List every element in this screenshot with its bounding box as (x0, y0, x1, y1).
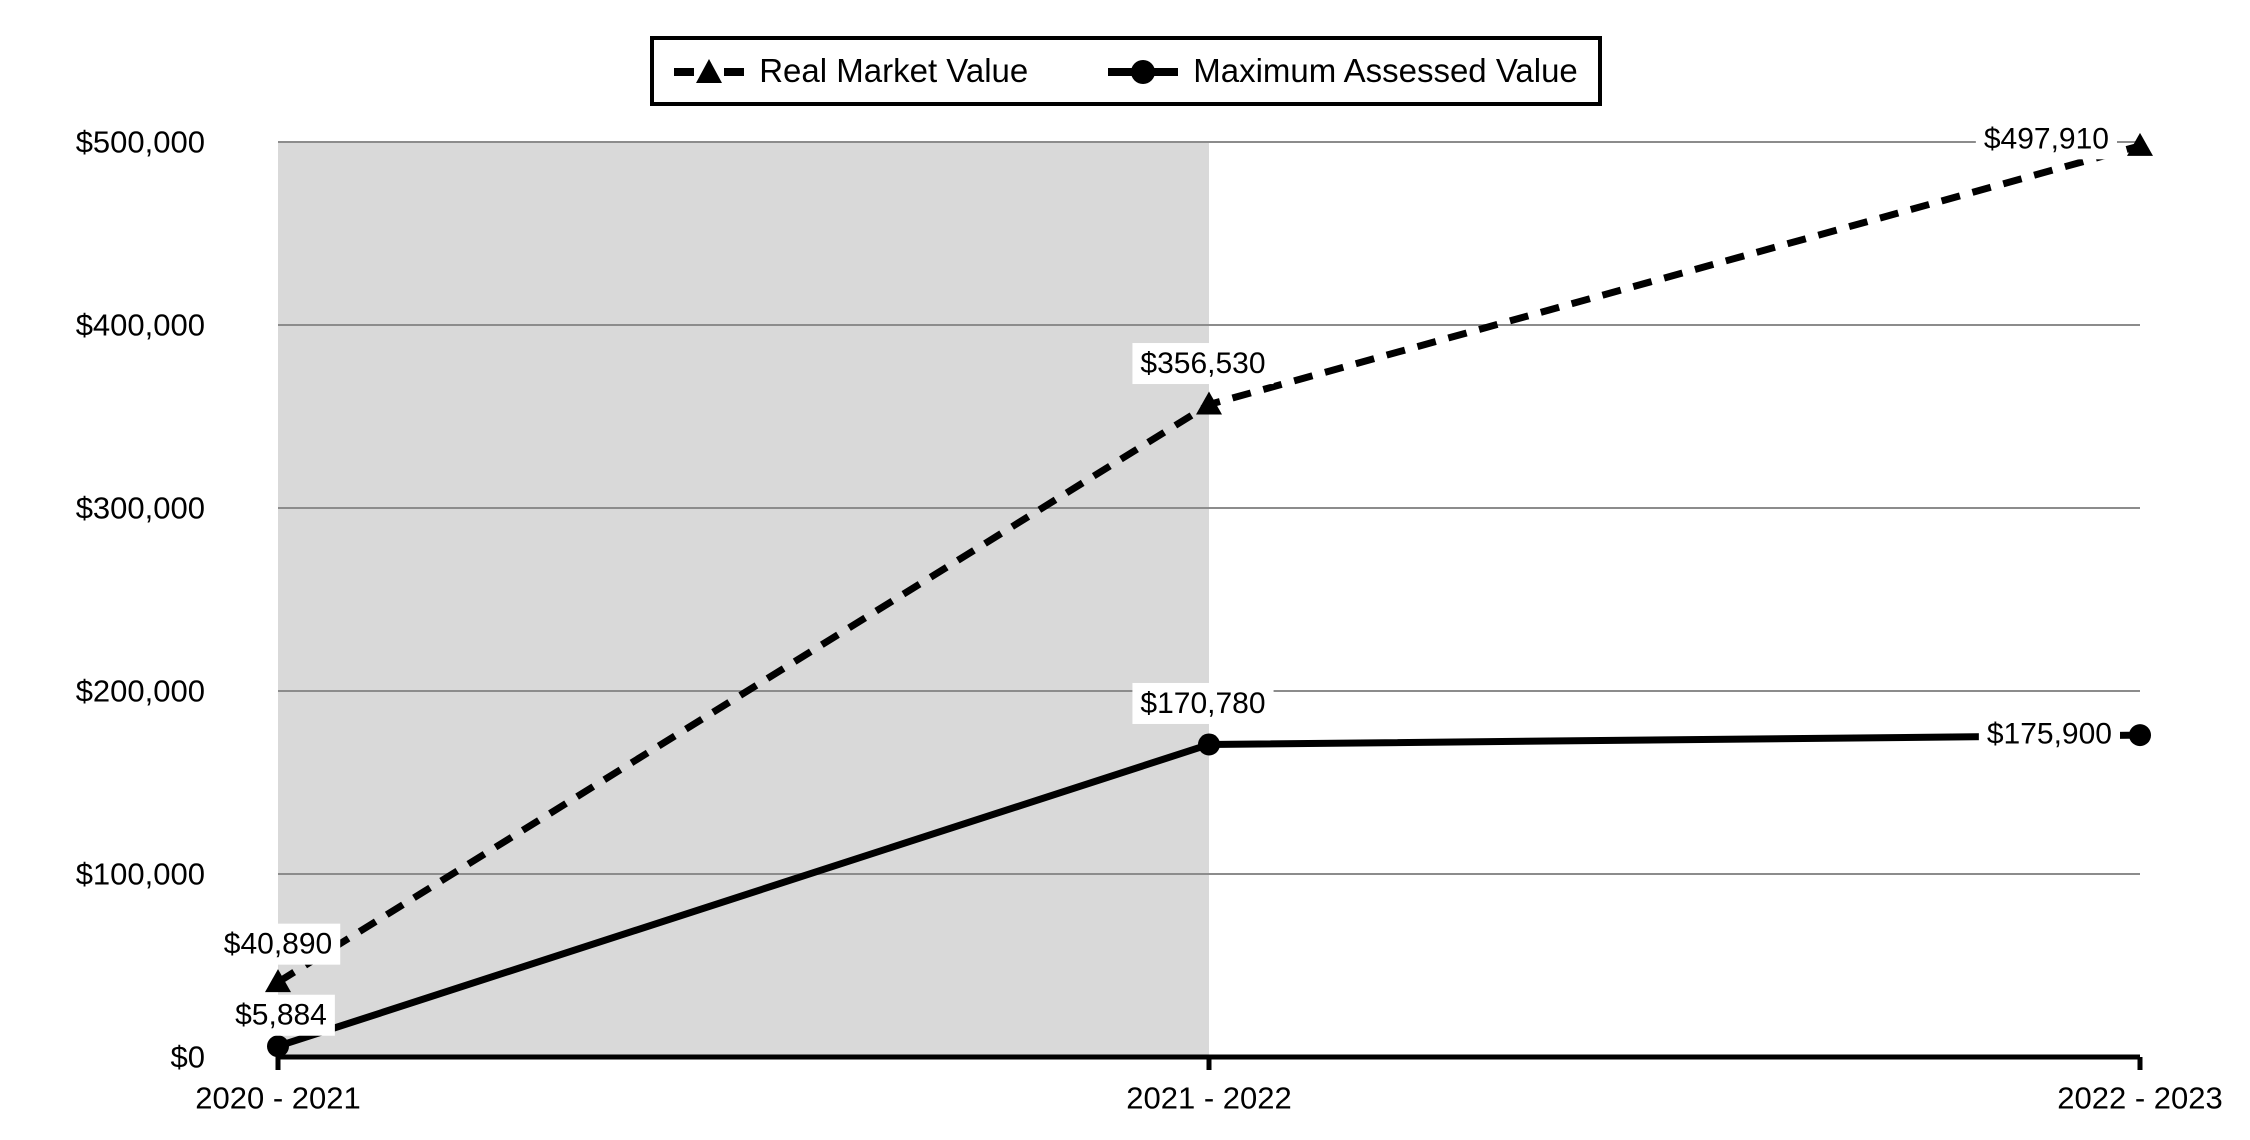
x-axis-tick-label: 2021 - 2022 (1126, 1081, 1291, 1116)
x-axis (275, 1054, 2143, 1070)
x-axis-tick-label: 2020 - 2021 (195, 1081, 360, 1116)
data-label: $40,890 (224, 928, 332, 961)
data-label: $5,884 (235, 999, 327, 1032)
circle-marker (267, 1035, 289, 1058)
y-axis-tick-label: $400,000 (76, 308, 205, 343)
y-axis-tick-label: $200,000 (76, 674, 205, 709)
data-label-background (215, 923, 341, 965)
x-axis-tick-label: 2022 - 2023 (2057, 1081, 2222, 1116)
data-label-background (1975, 118, 2117, 160)
data-label: $175,900 (1987, 718, 2112, 751)
circle-marker (2129, 724, 2151, 747)
data-label-background (227, 994, 335, 1036)
triangle-marker (2127, 132, 2153, 156)
triangle-marker (1196, 391, 1222, 415)
y-axis-tick-label: $500,000 (76, 125, 205, 160)
dashed-line-triangle-marker-icon (674, 59, 745, 83)
shaded-region (278, 142, 1209, 1057)
data-label-background (1132, 343, 1274, 385)
y-axis-tick-label: $300,000 (76, 491, 205, 526)
legend-item-real-market-value: Real Market Value (674, 52, 1028, 90)
triangle-marker (265, 969, 291, 993)
legend: Real Market Value Maximum Assessed Value (650, 36, 1602, 106)
data-label-background (1132, 682, 1274, 724)
legend-item-maximum-assessed-value: Maximum Assessed Value (1108, 52, 1578, 90)
data-label: $356,530 (1140, 347, 1265, 380)
data-label: $497,910 (1984, 122, 2109, 155)
legend-label-real-market-value: Real Market Value (759, 52, 1029, 89)
solid-line-circle-marker-icon (1108, 60, 1179, 84)
legend-label-maximum-assessed-value: Maximum Assessed Value (1193, 52, 1578, 89)
circle-marker (1198, 733, 1220, 756)
data-label-background (1978, 713, 2120, 755)
data-label: $170,780 (1140, 687, 1265, 720)
y-axis-tick-label: $0 (171, 1040, 205, 1075)
y-axis-tick-label: $100,000 (76, 857, 205, 892)
